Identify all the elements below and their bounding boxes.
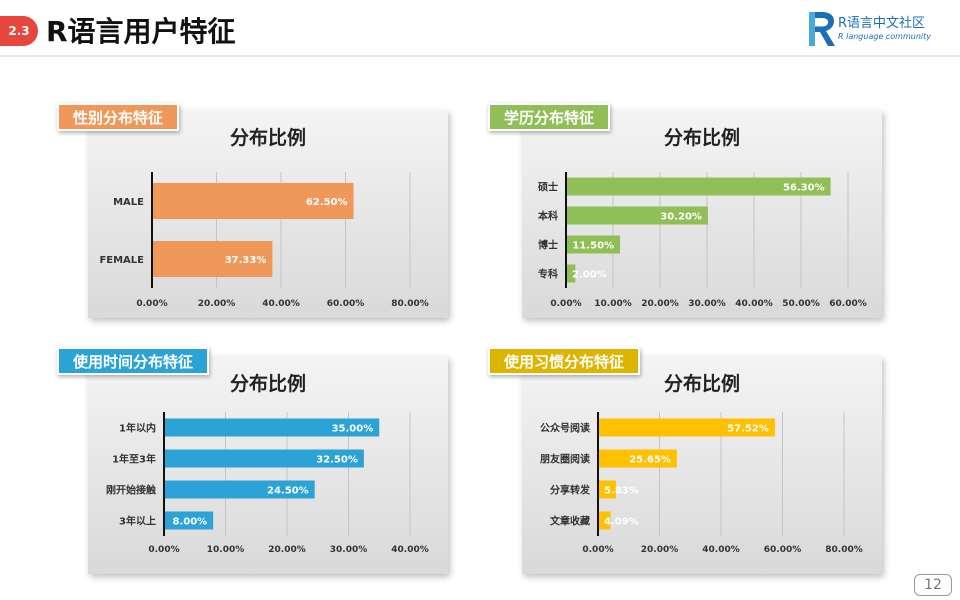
bar [153, 241, 273, 277]
x-tick-label: 20.00% [198, 299, 236, 309]
panel-tag-usage-time: 使用时间分布特征 [57, 347, 210, 375]
section-badge: 2.3 [0, 16, 38, 46]
page-title: R语言用户特征 [46, 15, 236, 48]
category-label: 文章收藏 [550, 515, 590, 528]
x-tick-label: 10.00% [594, 299, 632, 309]
chart-panel-education: 分布比例 0.00% 10.00% 20.00% 30.00% 40.00% 50.00% 6… [522, 110, 882, 318]
category-label: 刚开始接触 [106, 484, 156, 497]
bar [165, 418, 380, 437]
x-tick-label: 30.00% [330, 545, 368, 555]
bar [567, 177, 831, 196]
data-label: 56.30% [783, 183, 825, 194]
panel-tag-education: 学历分布特征 [488, 103, 611, 131]
x-tick-label: 0.00% [148, 545, 179, 555]
x-tick-label: 0.00% [136, 299, 167, 309]
data-label: 8.00% [172, 517, 207, 528]
bar [599, 511, 611, 530]
data-label: 57.52% [727, 424, 769, 435]
bar [567, 206, 708, 225]
x-tick-label: 80.00% [391, 299, 429, 309]
x-tick-label: 50.00% [782, 299, 820, 309]
x-tick-label: 60.00% [327, 299, 365, 309]
x-tick-label: 20.00% [641, 299, 679, 309]
x-tick-label: 0.00% [582, 545, 613, 555]
x-tick-label: 40.00% [702, 545, 740, 555]
data-label: 35.00% [332, 424, 374, 435]
chart-title: 分布比例 [230, 372, 306, 395]
data-label: 24.50% [267, 486, 309, 497]
x-tick-label: 20.00% [641, 545, 679, 555]
data-label: 30.20% [660, 212, 702, 223]
category-label: 专科 [538, 268, 558, 281]
x-tick-label: 40.00% [262, 299, 300, 309]
chart-title: 分布比例 [664, 126, 740, 149]
bar [599, 449, 677, 468]
category-label: 3年以上 [119, 515, 156, 528]
x-tick-label: 40.00% [391, 545, 429, 555]
bar [153, 183, 354, 219]
category-label: MALE [113, 197, 144, 208]
bar [599, 480, 616, 499]
chart-svg: 分布比例 0.00% 10.00% 20.00% 30.00% 40.00% 50.00% 6… [538, 126, 867, 309]
data-label: 37.33% [225, 255, 267, 266]
chart-title: 分布比例 [664, 372, 740, 395]
x-tick-label: 30.00% [688, 299, 726, 309]
x-tick-label: 60.00% [829, 299, 867, 309]
category-label: 硕士 [538, 181, 558, 194]
chart-panel-usage-time: 分布比例 0.00% 10.00% 20.00% 30.00% 40.00% 1年以内 35.… [88, 356, 448, 574]
x-tick-label: 0.00% [550, 299, 581, 309]
chart-panel-habits: 分布比例 0.00% 20.00% 40.00% 60.00% 80.00% 公众号阅读 57… [522, 356, 882, 574]
data-label: 2.00% [572, 270, 607, 281]
data-label: 32.50% [316, 455, 358, 466]
bar [165, 480, 315, 499]
chart-title: 分布比例 [230, 126, 306, 149]
bar [567, 235, 621, 254]
x-tick-label: 10.00% [207, 545, 245, 555]
category-label: 公众号阅读 [540, 422, 590, 435]
category-label: 本科 [538, 210, 558, 223]
header-divider [0, 55, 960, 57]
chart-svg: 分布比例 0.00% 20.00% 40.00% 60.00% 80.00% MALE 62.… [99, 126, 429, 309]
category-label: 朋友圈阅读 [539, 453, 590, 466]
category-label: 1年至3年 [112, 453, 156, 466]
bar [165, 511, 214, 530]
data-label: 25.65% [629, 455, 671, 466]
chart-panel-gender: 分布比例 0.00% 20.00% 40.00% 60.00% 80.00% MALE 62.… [88, 110, 448, 318]
bar [165, 449, 364, 468]
category-label: FEMALE [99, 255, 144, 266]
panel-tag-gender: 性别分布特征 [57, 103, 180, 131]
data-label: 4.09% [604, 517, 639, 528]
x-tick-label: 20.00% [268, 545, 306, 555]
page-number: 12 [914, 574, 952, 596]
data-label: 5.83% [604, 486, 639, 497]
logo: R语言中文社区 R language community [806, 8, 946, 50]
logo-name: R语言中文社区 [838, 16, 926, 31]
data-label: 62.50% [306, 197, 348, 208]
category-label: 1年以内 [119, 422, 156, 435]
category-label: 博士 [538, 239, 558, 252]
chart-svg: 分布比例 0.00% 20.00% 40.00% 60.00% 80.00% 公众号阅读 57… [539, 372, 863, 555]
data-label: 11.50% [572, 241, 614, 252]
x-tick-label: 80.00% [825, 545, 863, 555]
logo-subtitle: R language community [838, 32, 932, 41]
chart-svg: 分布比例 0.00% 10.00% 20.00% 30.00% 40.00% 1年以内 35.… [106, 372, 429, 555]
panel-tag-habits: 使用习惯分布特征 [488, 347, 641, 375]
x-tick-label: 40.00% [735, 299, 773, 309]
r-logo-icon [809, 12, 835, 46]
bar [567, 264, 576, 283]
category-label: 分享转发 [550, 484, 591, 497]
x-tick-label: 60.00% [764, 545, 802, 555]
bar [599, 418, 775, 437]
